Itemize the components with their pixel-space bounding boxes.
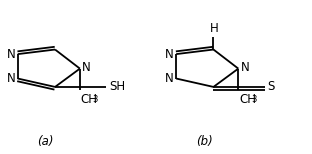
Text: N: N <box>7 48 16 61</box>
Text: (b): (b) <box>196 135 212 148</box>
Text: N: N <box>165 48 174 61</box>
Text: H: H <box>210 22 219 35</box>
Text: 3: 3 <box>251 95 256 103</box>
Text: N: N <box>7 72 16 85</box>
Text: (a): (a) <box>37 135 54 148</box>
Text: N: N <box>82 61 91 74</box>
Text: S: S <box>267 80 275 93</box>
Text: CH: CH <box>81 93 98 106</box>
Text: N: N <box>241 61 249 74</box>
Text: N: N <box>165 72 174 85</box>
Text: CH: CH <box>239 93 256 106</box>
Text: SH: SH <box>109 80 125 93</box>
Text: 3: 3 <box>93 95 98 103</box>
